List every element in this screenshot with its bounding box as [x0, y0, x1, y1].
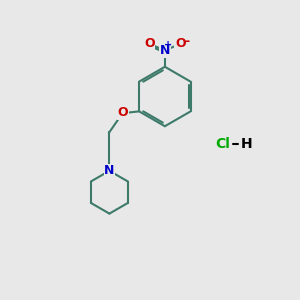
Text: N: N	[160, 44, 170, 57]
Text: -: -	[184, 35, 189, 48]
Text: O: O	[144, 38, 155, 50]
Text: O: O	[175, 38, 186, 50]
Text: H: H	[241, 137, 252, 151]
Text: O: O	[118, 106, 128, 119]
Text: N: N	[104, 164, 115, 177]
Text: Cl: Cl	[215, 137, 230, 151]
Text: +: +	[164, 40, 172, 50]
